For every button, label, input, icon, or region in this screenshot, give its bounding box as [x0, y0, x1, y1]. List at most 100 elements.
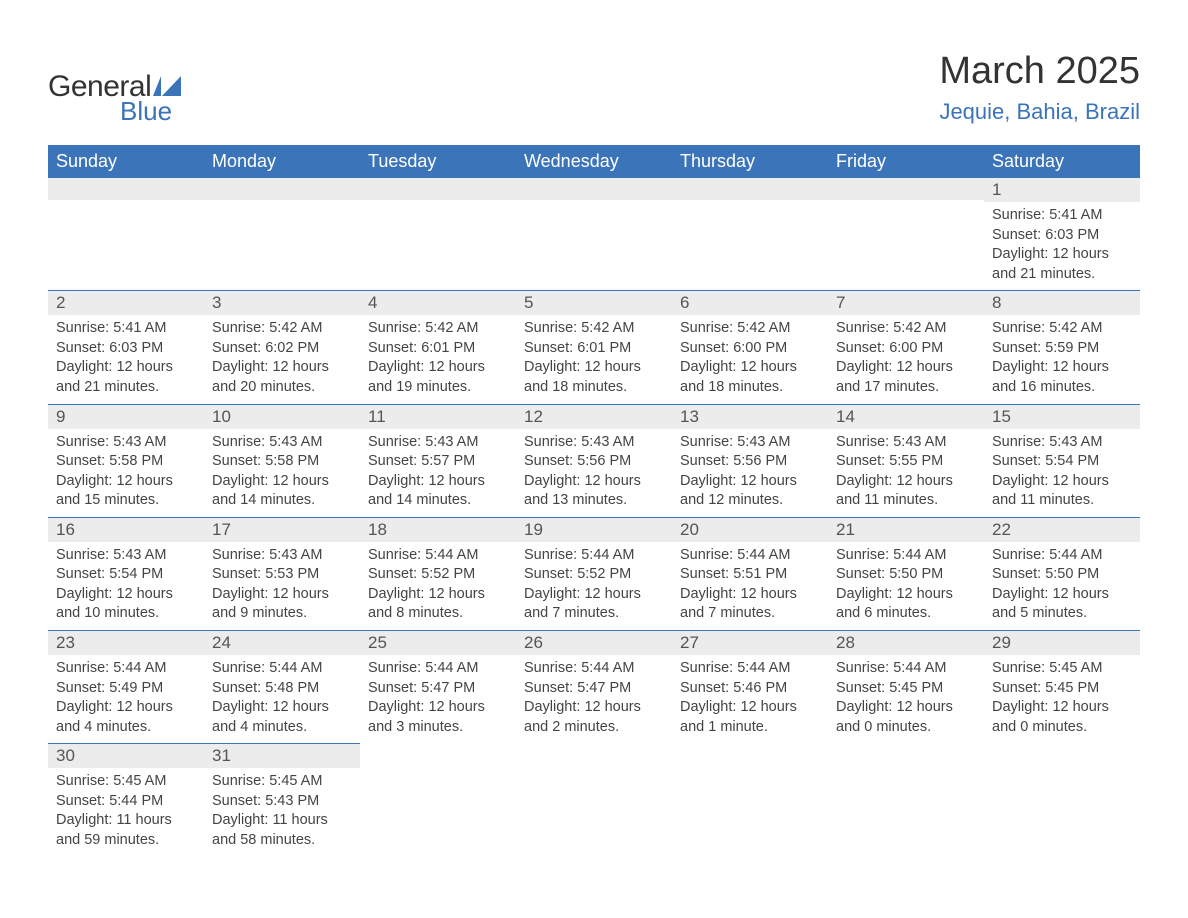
- day-sunrise: Sunrise: 5:42 AM: [212, 319, 352, 339]
- day-data: Sunrise: 5:42 AMSunset: 6:00 PMDaylight:…: [828, 315, 984, 403]
- day-sunset: Sunset: 5:56 PM: [524, 452, 664, 472]
- calendar-cell: [48, 178, 204, 291]
- day-d2: and 10 minutes.: [56, 604, 196, 624]
- day-data: Sunrise: 5:42 AMSunset: 6:01 PMDaylight:…: [360, 315, 516, 403]
- day-number: 4: [360, 291, 516, 315]
- calendar-cell: 15Sunrise: 5:43 AMSunset: 5:54 PMDayligh…: [984, 404, 1140, 517]
- day-d1: Daylight: 12 hours: [992, 585, 1132, 605]
- day-sunset: Sunset: 5:45 PM: [836, 679, 976, 699]
- day-data: Sunrise: 5:44 AMSunset: 5:45 PMDaylight:…: [828, 655, 984, 743]
- day-data: Sunrise: 5:44 AMSunset: 5:47 PMDaylight:…: [516, 655, 672, 743]
- day-number-strip: [48, 178, 204, 200]
- day-sunrise: Sunrise: 5:44 AM: [368, 659, 508, 679]
- day-data: Sunrise: 5:41 AMSunset: 6:03 PMDaylight:…: [984, 202, 1140, 290]
- day-sunrise: Sunrise: 5:42 AM: [680, 319, 820, 339]
- day-data: Sunrise: 5:44 AMSunset: 5:50 PMDaylight:…: [984, 542, 1140, 630]
- day-number: 25: [360, 631, 516, 655]
- day-data: Sunrise: 5:44 AMSunset: 5:47 PMDaylight:…: [360, 655, 516, 743]
- calendar-cell: 21Sunrise: 5:44 AMSunset: 5:50 PMDayligh…: [828, 517, 984, 630]
- day-number: 31: [204, 744, 360, 768]
- day-sunrise: Sunrise: 5:43 AM: [212, 433, 352, 453]
- month-title: March 2025: [939, 50, 1140, 93]
- day-d1: Daylight: 12 hours: [524, 472, 664, 492]
- day-sunset: Sunset: 6:00 PM: [836, 339, 976, 359]
- calendar-cell: 16Sunrise: 5:43 AMSunset: 5:54 PMDayligh…: [48, 517, 204, 630]
- day-number: 7: [828, 291, 984, 315]
- day-data: Sunrise: 5:43 AMSunset: 5:56 PMDaylight:…: [516, 429, 672, 517]
- calendar-table: Sunday Monday Tuesday Wednesday Thursday…: [48, 145, 1140, 857]
- day-number: 18: [360, 518, 516, 542]
- calendar-cell: 28Sunrise: 5:44 AMSunset: 5:45 PMDayligh…: [828, 631, 984, 744]
- day-d2: and 0 minutes.: [836, 718, 976, 738]
- day-number: 24: [204, 631, 360, 655]
- day-sunrise: Sunrise: 5:44 AM: [836, 659, 976, 679]
- calendar-cell: 30Sunrise: 5:45 AMSunset: 5:44 PMDayligh…: [48, 744, 204, 857]
- day-d1: Daylight: 12 hours: [680, 585, 820, 605]
- calendar-cell: [672, 178, 828, 291]
- calendar-cell: 1Sunrise: 5:41 AMSunset: 6:03 PMDaylight…: [984, 178, 1140, 291]
- calendar-cell: 13Sunrise: 5:43 AMSunset: 5:56 PMDayligh…: [672, 404, 828, 517]
- calendar-cell: 9Sunrise: 5:43 AMSunset: 5:58 PMDaylight…: [48, 404, 204, 517]
- day-d1: Daylight: 12 hours: [680, 698, 820, 718]
- day-data: Sunrise: 5:43 AMSunset: 5:58 PMDaylight:…: [204, 429, 360, 517]
- day-sunrise: Sunrise: 5:41 AM: [992, 206, 1132, 226]
- day-d1: Daylight: 12 hours: [680, 358, 820, 378]
- day-number: 14: [828, 405, 984, 429]
- day-d2: and 2 minutes.: [524, 718, 664, 738]
- day-d1: Daylight: 12 hours: [368, 698, 508, 718]
- col-header: Wednesday: [516, 145, 672, 178]
- calendar-cell: [672, 744, 828, 857]
- day-data: Sunrise: 5:45 AMSunset: 5:43 PMDaylight:…: [204, 768, 360, 856]
- col-header: Friday: [828, 145, 984, 178]
- day-d2: and 16 minutes.: [992, 378, 1132, 398]
- day-number: 21: [828, 518, 984, 542]
- day-sunset: Sunset: 5:58 PM: [212, 452, 352, 472]
- col-header: Saturday: [984, 145, 1140, 178]
- day-d1: Daylight: 12 hours: [992, 472, 1132, 492]
- day-number: 10: [204, 405, 360, 429]
- day-d2: and 20 minutes.: [212, 378, 352, 398]
- day-data: Sunrise: 5:44 AMSunset: 5:52 PMDaylight:…: [516, 542, 672, 630]
- day-d1: Daylight: 12 hours: [836, 472, 976, 492]
- calendar-cell: 31Sunrise: 5:45 AMSunset: 5:43 PMDayligh…: [204, 744, 360, 857]
- calendar-cell: 3Sunrise: 5:42 AMSunset: 6:02 PMDaylight…: [204, 291, 360, 404]
- calendar-cell: 14Sunrise: 5:43 AMSunset: 5:55 PMDayligh…: [828, 404, 984, 517]
- calendar-cell: 11Sunrise: 5:43 AMSunset: 5:57 PMDayligh…: [360, 404, 516, 517]
- day-data: Sunrise: 5:44 AMSunset: 5:52 PMDaylight:…: [360, 542, 516, 630]
- day-data: Sunrise: 5:42 AMSunset: 6:01 PMDaylight:…: [516, 315, 672, 403]
- day-sunset: Sunset: 5:50 PM: [836, 565, 976, 585]
- day-data: Sunrise: 5:43 AMSunset: 5:54 PMDaylight:…: [984, 429, 1140, 517]
- calendar-cell: 17Sunrise: 5:43 AMSunset: 5:53 PMDayligh…: [204, 517, 360, 630]
- day-d2: and 9 minutes.: [212, 604, 352, 624]
- calendar-cell: 10Sunrise: 5:43 AMSunset: 5:58 PMDayligh…: [204, 404, 360, 517]
- day-sunset: Sunset: 6:02 PM: [212, 339, 352, 359]
- day-sunrise: Sunrise: 5:45 AM: [212, 772, 352, 792]
- day-d2: and 1 minute.: [680, 718, 820, 738]
- day-sunrise: Sunrise: 5:44 AM: [56, 659, 196, 679]
- day-d2: and 5 minutes.: [992, 604, 1132, 624]
- day-data: Sunrise: 5:42 AMSunset: 6:02 PMDaylight:…: [204, 315, 360, 403]
- day-d2: and 6 minutes.: [836, 604, 976, 624]
- day-number: 27: [672, 631, 828, 655]
- day-d2: and 4 minutes.: [212, 718, 352, 738]
- day-d2: and 17 minutes.: [836, 378, 976, 398]
- col-header: Thursday: [672, 145, 828, 178]
- day-d1: Daylight: 12 hours: [524, 358, 664, 378]
- day-number: 2: [48, 291, 204, 315]
- calendar-cell: 7Sunrise: 5:42 AMSunset: 6:00 PMDaylight…: [828, 291, 984, 404]
- day-d1: Daylight: 12 hours: [368, 472, 508, 492]
- day-sunset: Sunset: 5:46 PM: [680, 679, 820, 699]
- day-d2: and 7 minutes.: [680, 604, 820, 624]
- day-sunrise: Sunrise: 5:44 AM: [680, 546, 820, 566]
- location-subtitle: Jequie, Bahia, Brazil: [939, 99, 1140, 125]
- day-sunset: Sunset: 5:44 PM: [56, 792, 196, 812]
- day-sunrise: Sunrise: 5:45 AM: [992, 659, 1132, 679]
- calendar-cell: 29Sunrise: 5:45 AMSunset: 5:45 PMDayligh…: [984, 631, 1140, 744]
- day-data: Sunrise: 5:45 AMSunset: 5:45 PMDaylight:…: [984, 655, 1140, 743]
- day-d1: Daylight: 12 hours: [56, 472, 196, 492]
- calendar-cell: [984, 744, 1140, 857]
- calendar-cell: 19Sunrise: 5:44 AMSunset: 5:52 PMDayligh…: [516, 517, 672, 630]
- day-d1: Daylight: 12 hours: [680, 472, 820, 492]
- day-d1: Daylight: 12 hours: [992, 698, 1132, 718]
- day-sunrise: Sunrise: 5:43 AM: [524, 433, 664, 453]
